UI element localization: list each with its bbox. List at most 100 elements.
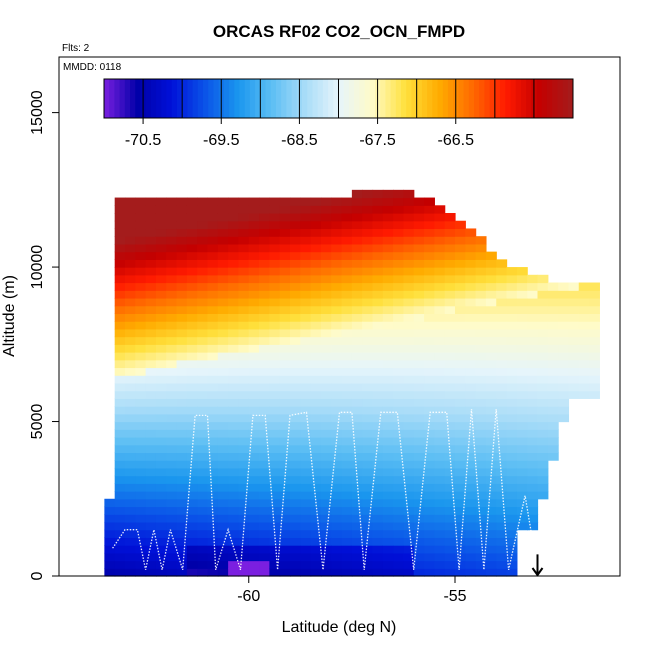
heatmap-cell [485, 529, 497, 538]
heatmap-cell [413, 359, 425, 369]
heatmap-cell [238, 483, 250, 492]
heatmap-cell [207, 406, 219, 415]
heatmap-cell [186, 290, 198, 299]
heatmap-cell [516, 267, 528, 276]
heatmap-cell [104, 537, 116, 546]
heatmap-cell [290, 274, 301, 284]
heatmap-cell [155, 382, 167, 392]
heatmap-cell [434, 475, 446, 484]
arrow-marker [531, 554, 544, 577]
heatmap-cell [228, 359, 240, 369]
heatmap-cell [413, 267, 425, 276]
heatmap-cell [279, 213, 291, 222]
heatmap-cell [300, 514, 312, 523]
heatmap-cell [506, 297, 518, 307]
heatmap-cell [300, 344, 312, 353]
heatmap-cell [114, 413, 126, 423]
heatmap-cell [125, 552, 136, 562]
heatmap-cell [228, 568, 240, 577]
heatmap-cell [362, 413, 374, 423]
heatmap-cell [362, 359, 374, 369]
heatmap-cell [372, 189, 384, 199]
heatmap-cell [485, 328, 497, 338]
heatmap-cell [186, 460, 198, 469]
heatmap-cell [444, 444, 456, 454]
heatmap-cell [197, 382, 209, 392]
heatmap-cell [145, 352, 157, 361]
heatmap-cell [372, 243, 384, 253]
heatmap-cell [197, 390, 209, 399]
heatmap-cell [125, 560, 136, 569]
heatmap-cell [186, 197, 198, 206]
heatmap-cell [424, 444, 435, 454]
heatmap-cell [259, 498, 270, 508]
heatmap-cell [455, 290, 466, 299]
heatmap-cell [434, 506, 446, 515]
heatmap-cell [320, 259, 332, 268]
heatmap-cell [155, 220, 167, 230]
heatmap-cell [279, 521, 291, 531]
heatmap-cell [300, 367, 312, 376]
heatmap-cell [238, 560, 250, 569]
heatmap-cell [114, 336, 126, 345]
heatmap-cell [455, 537, 466, 546]
heatmap-cell [125, 321, 136, 330]
heatmap-cell [455, 352, 466, 361]
colorbar-segment [427, 79, 433, 118]
heatmap-cell [238, 352, 250, 361]
heatmap-cell [197, 282, 209, 291]
heatmap-cell [279, 282, 291, 291]
colorbar-segment [249, 79, 256, 118]
heatmap-cell [393, 313, 405, 322]
heatmap-cell [259, 359, 270, 369]
heatmap-cell [455, 259, 466, 268]
heatmap-cell [444, 568, 456, 577]
heatmap-cell [465, 467, 477, 477]
heatmap-cell [207, 352, 219, 361]
plot-frame [58, 56, 621, 577]
heatmap-cell [537, 390, 549, 399]
heatmap-cell [568, 375, 580, 384]
heatmap-cell [135, 367, 147, 376]
heatmap-cell [320, 506, 332, 515]
heatmap-cell [393, 506, 405, 515]
heatmap-cell [166, 290, 178, 299]
heatmap-cell [259, 259, 270, 268]
heatmap-cell [145, 483, 157, 492]
heatmap-cell [475, 560, 487, 569]
heatmap-cell [434, 367, 446, 376]
heatmap-cell [125, 529, 136, 538]
heatmap-cell [496, 290, 508, 299]
heatmap-cell [444, 305, 456, 315]
heatmap-cell [506, 460, 518, 469]
heatmap-cell [403, 321, 415, 330]
colorbar-segment [333, 79, 339, 118]
heatmap-cell [259, 336, 270, 345]
colorbar-segment [182, 79, 188, 118]
heatmap-cell [393, 560, 405, 569]
y-axis-label: Altitude (m) [1, 275, 18, 357]
heatmap-cell [125, 267, 136, 276]
heatmap-cell [228, 483, 240, 492]
heatmap-cell [341, 228, 353, 237]
heatmap-cell [166, 228, 178, 237]
heatmap-cell [424, 367, 435, 376]
heatmap-cell [372, 406, 384, 415]
heatmap-cell [207, 274, 219, 284]
heatmap-cell [496, 328, 508, 338]
heatmap-cell [331, 297, 343, 307]
heatmap-cell [413, 228, 425, 237]
heatmap-cell [166, 220, 178, 230]
heatmap-cell [496, 344, 508, 353]
heatmap-cell [259, 290, 270, 299]
heatmap-cell [589, 313, 600, 322]
heatmap-cell [135, 406, 147, 415]
heatmap-cell [393, 514, 405, 523]
heatmap-cell [516, 491, 528, 500]
heatmap-cell [166, 267, 178, 276]
heatmap-cell [496, 413, 508, 423]
heatmap-cell [351, 413, 363, 423]
heatmap-cell [455, 305, 466, 315]
heatmap-cell [424, 398, 435, 407]
heatmap-cell [475, 452, 487, 461]
